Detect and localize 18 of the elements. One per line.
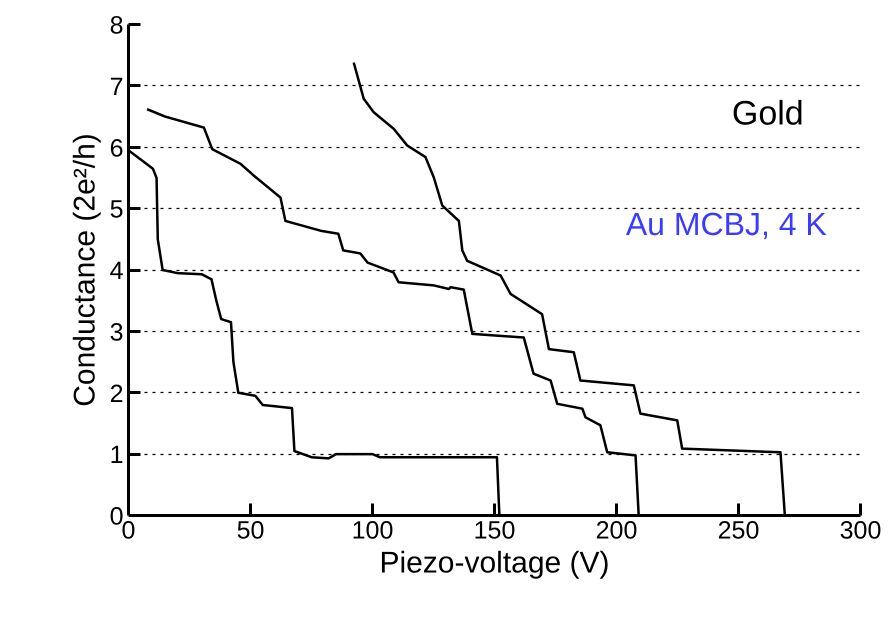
y-tick-label: 6 [110, 134, 124, 162]
x-tick-label: 50 [236, 516, 264, 544]
y-tick-label: 7 [110, 72, 124, 101]
y-tick-label: 8 [110, 12, 124, 40]
y-tick-label: 3 [110, 318, 124, 346]
x-tick-label: 150 [474, 516, 516, 544]
x-axis-title: Piezo-voltage (V) [379, 546, 610, 580]
annotation: Au MCBJ, 4 K [626, 206, 827, 242]
y-tick-label: 1 [110, 441, 124, 470]
y-tick-label: 4 [110, 257, 124, 285]
x-tick-label: 200 [596, 516, 638, 544]
x-tick-label: 300 [840, 516, 882, 544]
annotation: Gold [732, 94, 804, 132]
x-tick-label: 250 [718, 516, 760, 544]
y-tick-label: 5 [110, 196, 124, 224]
y-axis-title: Conductance (2e²/h) [68, 133, 102, 407]
x-tick-label: 100 [352, 516, 394, 544]
y-tick-label: 2 [110, 380, 124, 408]
